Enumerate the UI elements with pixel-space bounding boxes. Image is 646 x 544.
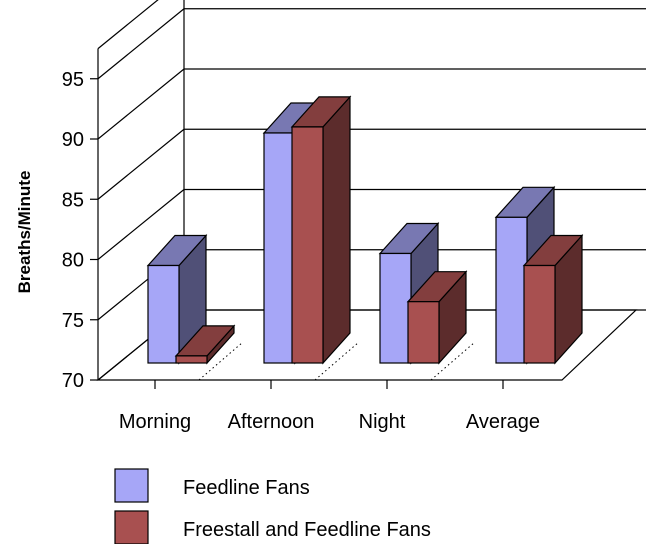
bar-front: [147, 264, 180, 364]
bar-front: [263, 132, 296, 364]
y-tick-label: 90: [62, 129, 84, 151]
bar-front: [291, 126, 324, 364]
y-axis-label: Breaths/Minute: [15, 171, 34, 294]
y-axis: 70 75 80 85 90 95: [62, 69, 98, 392]
x-tick-label-morning: Morning: [119, 411, 191, 433]
legend-label-2: Freestall and Feedline Fans: [183, 519, 431, 541]
bar-average-series-2: [522, 233, 584, 365]
legend-label-1: Feedline Fans: [183, 477, 310, 499]
x-tick-label-night: Night: [359, 411, 406, 433]
x-axis-labels: Morning Afternoon Night Average: [119, 380, 540, 433]
bar-front: [175, 355, 208, 364]
gridline-side: [97, 128, 185, 200]
bar-front: [495, 216, 528, 364]
bar-morning-series-2: [174, 324, 236, 365]
bar-front: [379, 252, 412, 364]
x-tick-label-afternoon: Afternoon: [228, 411, 315, 433]
y-tick-label: 70: [62, 370, 84, 392]
y-tick-label: 75: [62, 310, 84, 332]
bars: [146, 95, 584, 365]
bar-afternoon-series-2: [290, 95, 352, 365]
bar-front: [523, 264, 556, 364]
left-wall-top-edge: [97, 0, 159, 50]
y-tick-label: 85: [62, 189, 84, 211]
floor-divider: [314, 341, 360, 381]
bar-side: [322, 95, 351, 365]
floor-divider: [430, 341, 476, 381]
gridline-side: [97, 189, 185, 260]
legend-swatch-2: [114, 510, 149, 544]
gridline-side: [97, 68, 185, 140]
bar-front: [407, 301, 440, 364]
floor-divider: [198, 341, 244, 381]
y-tick-label: 95: [62, 69, 84, 91]
gridline-side: [97, 8, 185, 80]
legend-swatch-1: [114, 468, 149, 503]
legend: Feedline Fans Freestall and Feedline Fans: [114, 468, 431, 544]
bar-night-series-2: [406, 270, 468, 365]
x-tick-label-average: Average: [466, 411, 540, 433]
y-tick-label: 80: [62, 250, 84, 272]
